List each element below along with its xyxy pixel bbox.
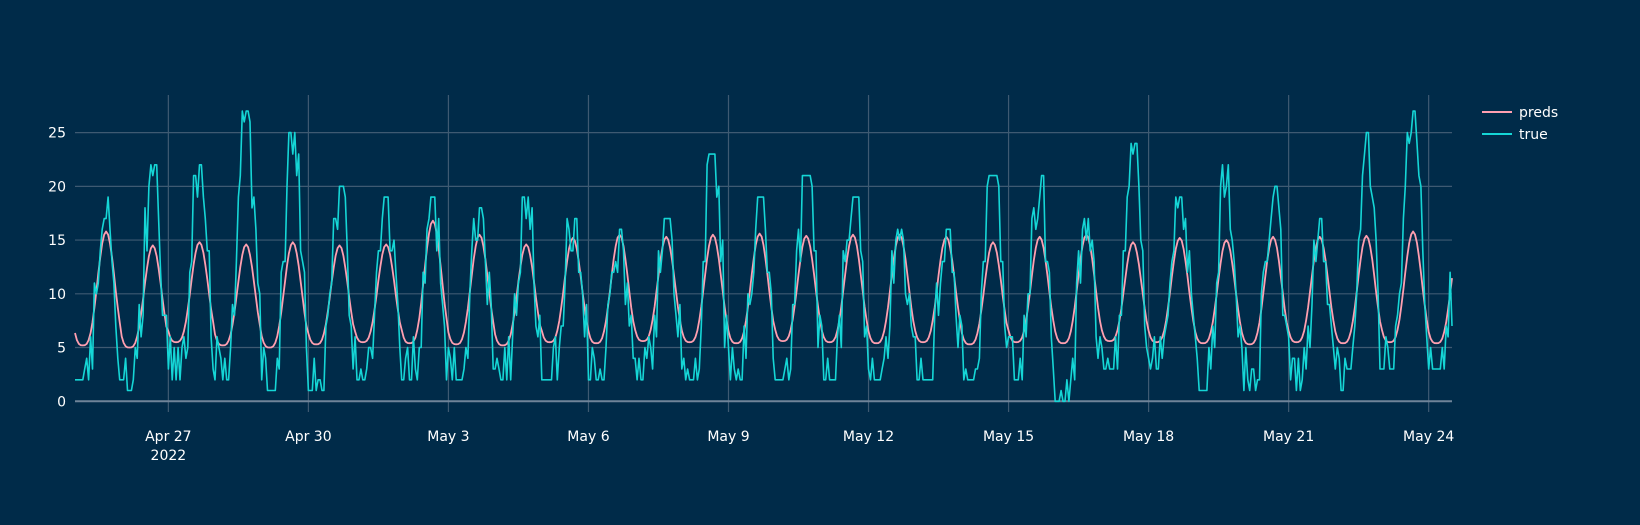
series-layer bbox=[74, 110, 1453, 403]
x-tick-label: May 6 bbox=[567, 429, 609, 445]
legend-item-preds[interactable]: preds bbox=[1482, 105, 1558, 121]
x-tick-label: May 3 bbox=[427, 429, 469, 445]
legend-item-true[interactable]: true bbox=[1482, 127, 1548, 143]
y-tick-label: 0 bbox=[57, 394, 66, 410]
y-tick-label: 5 bbox=[57, 341, 66, 357]
y-tick-label: 15 bbox=[48, 233, 66, 249]
y-tick-label: 25 bbox=[48, 126, 66, 142]
legend-label: true bbox=[1519, 127, 1548, 143]
series-line-true bbox=[75, 110, 1453, 403]
y-tick-label: 10 bbox=[48, 287, 66, 303]
x-tick-label: May 24 bbox=[1403, 429, 1454, 445]
legend-label: preds bbox=[1519, 105, 1558, 121]
y-gridlines bbox=[75, 132, 1452, 403]
x-axis-ticks: Apr 27 2022 Apr 30 May 3 May 6 May 9 May 12 May… bbox=[145, 429, 1454, 464]
x-tick-label: May 18 bbox=[1123, 429, 1174, 445]
x-tick-label: Apr 30 bbox=[285, 429, 331, 445]
x-tick-sublabel: 2022 bbox=[151, 448, 187, 464]
x-tick-label: May 15 bbox=[983, 429, 1034, 445]
y-tick-label: 20 bbox=[48, 179, 66, 195]
x-tick-label: May 21 bbox=[1263, 429, 1314, 445]
x-tick-label: Apr 27 bbox=[145, 429, 191, 445]
x-tick-label: May 9 bbox=[707, 429, 749, 445]
x-tick-label: May 12 bbox=[843, 429, 894, 445]
series-line-preds bbox=[74, 219, 1453, 349]
legend[interactable]: preds true bbox=[1482, 105, 1558, 143]
y-axis-ticks: 0 5 10 15 20 25 bbox=[48, 126, 66, 411]
